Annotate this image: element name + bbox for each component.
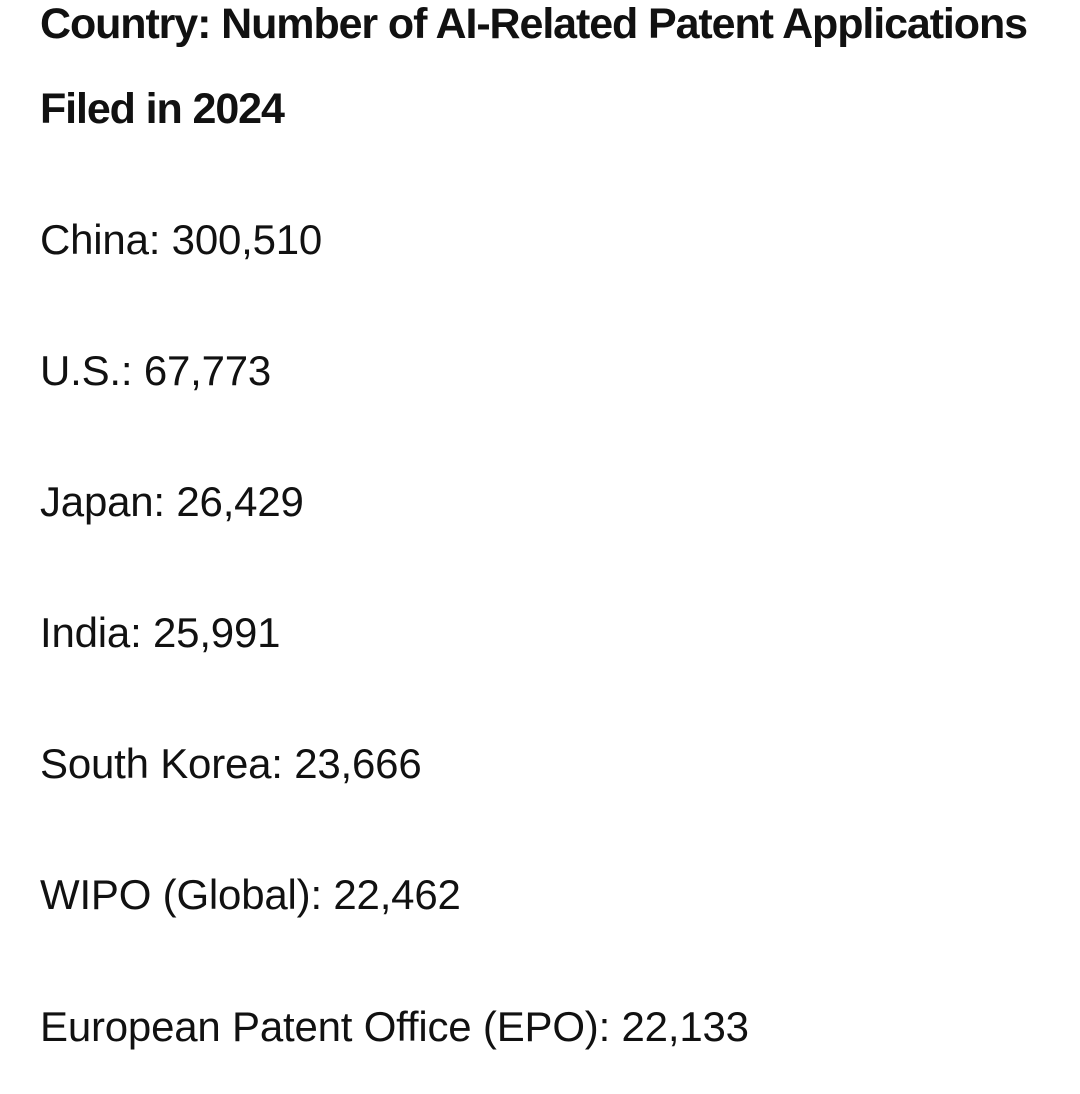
list-item-epo: European Patent Office (EPO): 22,133	[40, 1003, 749, 1050]
list-item-south-korea: South Korea: 23,666	[40, 740, 422, 787]
list-item-japan: Japan: 26,429	[40, 478, 304, 525]
list-item-india: India: 25,991	[40, 609, 281, 656]
list-item-wipo: WIPO (Global): 22,462	[40, 871, 461, 918]
list-item-china: China: 300,510	[40, 216, 323, 263]
page-title: Country: Number of AI-Related Patent App…	[40, 0, 1028, 133]
document-body: Country: Number of AI-Related Patent App…	[40, 0, 1060, 1050]
list-item-us: U.S.: 67,773	[40, 347, 272, 394]
